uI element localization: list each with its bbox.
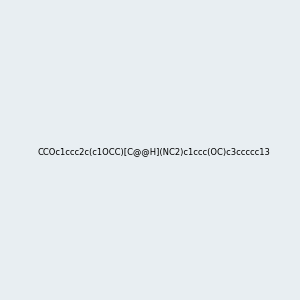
Text: CCOc1ccc2c(c1OCC)[C@@H](NC2)c1ccc(OC)c3ccccc13: CCOc1ccc2c(c1OCC)[C@@H](NC2)c1ccc(OC)c3c… [37, 147, 270, 156]
